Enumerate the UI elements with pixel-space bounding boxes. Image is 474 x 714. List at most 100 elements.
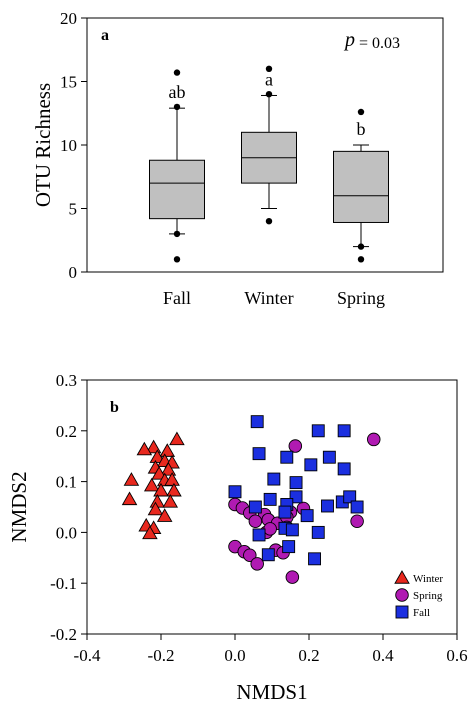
panel-b-x-axis-title: NMDS1 <box>236 680 307 704</box>
winter-point <box>143 477 160 492</box>
winter-point <box>156 508 173 522</box>
outlier-point <box>173 103 181 111</box>
panel-b-y-axis: -0.2 -0.1 0.0 0.1 0.2 0.3 <box>50 371 87 644</box>
iqr-box <box>149 159 205 220</box>
outlier-point <box>173 256 181 263</box>
p-symbol: p <box>343 29 355 51</box>
x-tick-label: -0.2 <box>148 646 175 665</box>
fall-point <box>278 505 292 519</box>
winter-point <box>151 466 167 480</box>
y-tick-label: -0.1 <box>50 574 77 593</box>
spring-point <box>243 548 257 563</box>
y-tick-label: 0.2 <box>56 422 77 441</box>
fall-point <box>350 500 364 514</box>
box-spring: b <box>333 108 389 263</box>
outlier-point <box>265 91 273 98</box>
legend-label: Fall <box>413 607 430 619</box>
fall-point <box>252 528 266 542</box>
x-category-label: Fall <box>163 288 191 308</box>
x-tick-label: -0.4 <box>74 646 101 665</box>
winter-point <box>169 431 185 446</box>
x-tick-label: 0.4 <box>372 646 394 665</box>
panel-a-label: a <box>101 27 109 44</box>
outlier-point <box>265 65 273 73</box>
legend-item-fall: Fall <box>395 605 430 619</box>
panel-b-nmds: b NMDS2 NMDS1 -0.2-0.10.00.10.20.3 -0.4-… <box>7 371 468 704</box>
legend-marker <box>395 588 409 602</box>
fall-point <box>300 509 314 523</box>
y-tick-label: 5 <box>69 200 78 219</box>
y-tick-label: -0.2 <box>50 625 77 644</box>
legend-marker <box>394 570 410 584</box>
legend-item-winter: Winter <box>394 570 443 585</box>
fall-point <box>322 450 336 464</box>
series-fall <box>228 415 364 566</box>
fall-point <box>337 462 351 476</box>
outlier-point <box>173 69 181 76</box>
panel-b-points <box>121 415 381 584</box>
winter-point <box>166 482 182 497</box>
box-fall: ab <box>149 69 205 263</box>
legend-item-spring: Spring <box>395 588 443 602</box>
outlier-point <box>357 108 365 116</box>
winter-point <box>160 462 177 476</box>
fall-point <box>311 525 325 539</box>
fall-point <box>248 500 262 514</box>
spring-point <box>263 522 277 536</box>
winter-point <box>159 443 176 457</box>
spring-point <box>285 570 300 584</box>
spring-point <box>367 432 381 447</box>
p-value-annotation: p = 0.03 <box>343 29 400 52</box>
winter-point <box>123 472 140 486</box>
fall-point <box>228 485 242 499</box>
winter-point <box>153 482 169 497</box>
x-tick-label: 0.0 <box>224 646 245 665</box>
panel-a-x-axis-labels: Fall Winter Spring <box>163 288 385 308</box>
x-tick-label: 0.2 <box>298 646 319 665</box>
y-tick-label: 0.1 <box>56 473 77 492</box>
spring-point <box>350 514 364 528</box>
fall-point <box>289 476 303 490</box>
x-category-label: Spring <box>337 288 385 308</box>
winter-point <box>142 525 158 540</box>
winter-point <box>147 501 164 516</box>
fall-point <box>280 450 294 464</box>
panel-a-y-axis: 0 5 10 15 20 <box>60 9 87 282</box>
panel-b-y-axis-title: NMDS2 <box>7 471 31 542</box>
fall-point <box>311 424 325 438</box>
legend-label: Winter <box>413 573 443 585</box>
fall-point <box>304 458 318 472</box>
fall-point <box>285 523 299 537</box>
fall-point <box>337 424 351 438</box>
series-winter <box>121 431 185 540</box>
p-value-text: = 0.03 <box>359 35 400 52</box>
winter-point <box>162 494 179 508</box>
spring-point <box>288 439 303 453</box>
panel-b-plot-frame <box>86 379 458 635</box>
y-tick-label: 0 <box>69 263 78 282</box>
outlier-point <box>357 256 365 263</box>
y-tick-label: 20 <box>60 9 77 28</box>
y-tick-label: 15 <box>60 73 77 92</box>
y-tick-label: 0.0 <box>56 523 77 542</box>
significance-letter: a <box>265 69 273 89</box>
fall-point <box>343 490 357 504</box>
fall-point <box>267 472 281 486</box>
fall-point <box>261 548 275 562</box>
outlier-point <box>357 243 365 250</box>
panel-a-y-axis-title: OTU Richness <box>31 83 55 207</box>
panel-b-x-axis: -0.4 -0.2 0.0 0.2 0.4 0.6 <box>74 634 468 665</box>
winter-point <box>164 472 180 486</box>
legend-label: Spring <box>413 590 443 602</box>
outlier-point <box>265 218 273 225</box>
significance-letter: b <box>357 119 366 139</box>
x-category-label: Winter <box>244 288 293 308</box>
box-winter: a <box>241 65 297 225</box>
spring-point <box>250 557 264 571</box>
fall-point <box>282 540 296 554</box>
fall-point <box>263 492 277 506</box>
panel-b-label: b <box>110 399 119 416</box>
